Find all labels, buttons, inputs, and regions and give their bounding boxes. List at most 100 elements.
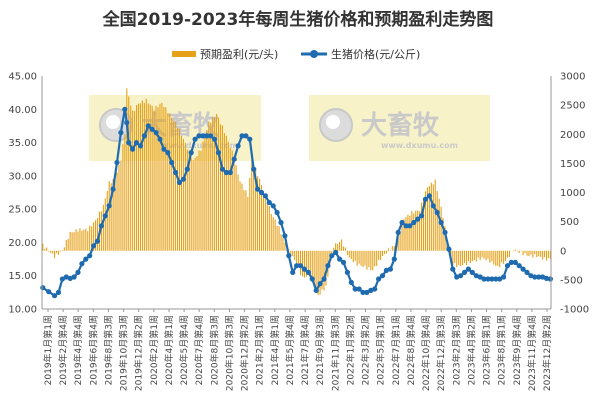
profit-bar [483, 250, 485, 259]
price-point [450, 266, 456, 272]
legend: 预期盈利(元/头) 生猪价格(元/公斤) [172, 47, 420, 61]
profit-bar [282, 237, 284, 251]
profit-bar [77, 231, 79, 251]
price-point [235, 143, 241, 149]
profit-bar [163, 107, 165, 251]
profit-bar [477, 250, 479, 258]
x-tick-label: 2020年5月第4周 [178, 315, 190, 385]
profit-bar [303, 250, 305, 278]
price-point [399, 219, 405, 226]
profit-bar [175, 121, 177, 251]
profit-bar [96, 218, 99, 251]
price-point [91, 243, 97, 249]
price-point [348, 279, 354, 285]
profit-bar [87, 231, 89, 251]
profit-bar [137, 103, 140, 251]
profit-bar [69, 231, 71, 251]
x-tick-label: 2023年4月第2周 [465, 315, 477, 385]
x-tick-label: 2020年7月第4周 [193, 315, 205, 385]
profit-bar [503, 250, 505, 264]
profit-bar [141, 100, 143, 251]
profit-bar [104, 198, 106, 251]
price-point [114, 159, 120, 166]
profit-bar [354, 250, 356, 261]
price-point [290, 269, 296, 275]
price-point [438, 219, 444, 226]
profit-bar [415, 210, 417, 251]
profit-bar [73, 232, 75, 251]
profit-bar [128, 96, 130, 251]
price-point [520, 266, 526, 272]
profit-bar [489, 250, 491, 263]
profit-bar [153, 110, 155, 251]
profit-bar [545, 250, 548, 261]
price-point [133, 140, 140, 146]
price-point [102, 213, 108, 219]
profit-bar [147, 103, 149, 251]
profit-bar [85, 228, 87, 251]
profit-bar [387, 248, 389, 251]
price-point [325, 263, 331, 269]
price-point [458, 273, 464, 279]
price-point [294, 263, 300, 269]
price-point [239, 133, 245, 139]
price-point [270, 203, 276, 209]
profit-bar [542, 250, 544, 260]
price-point [243, 133, 249, 139]
profit-bar [204, 136, 206, 251]
left-tick-label: 30.00 [8, 171, 37, 182]
profit-bar [93, 222, 95, 251]
profit-bar [268, 206, 270, 251]
profit-bar [259, 178, 261, 251]
profit-bar [290, 250, 292, 256]
profit-bar [317, 250, 319, 295]
profit-bar [393, 246, 395, 251]
profit-bar [305, 250, 307, 277]
profit-bar [278, 226, 280, 251]
profit-bar [342, 246, 345, 251]
profit-bar [52, 250, 54, 254]
x-tick-label: 2022年5月第1周 [375, 315, 387, 385]
profit-bar [202, 141, 204, 251]
price-point [130, 146, 136, 152]
profit-bar [214, 117, 216, 251]
profit-bar [321, 250, 323, 290]
profit-bar [182, 139, 184, 251]
profit-bar [518, 250, 520, 253]
profit-bar [200, 150, 202, 251]
profit-bars [42, 88, 551, 295]
price-point [262, 193, 268, 199]
price-point [368, 287, 374, 293]
profit-bar [370, 250, 372, 271]
profit-bar [50, 250, 52, 253]
profit-bar [188, 150, 190, 251]
price-point [454, 274, 460, 280]
profit-bar [411, 211, 413, 251]
price-point [161, 146, 167, 152]
profit-bar [391, 246, 393, 251]
profit-bar [313, 250, 315, 287]
price-point [446, 246, 452, 252]
profit-bar [157, 107, 159, 251]
price-point [106, 203, 112, 209]
x-tick-label: 2022年10月第4周 [420, 315, 432, 391]
left-tick-label: 45.00 [8, 72, 37, 83]
x-tick-label: 2023年2月第3周 [450, 315, 462, 385]
price-point [122, 106, 128, 112]
x-tick-label: 2023年11月第4周 [526, 315, 538, 391]
price-point [188, 150, 194, 156]
profit-bar [149, 104, 151, 251]
price-point [497, 276, 503, 282]
profit-bar [253, 166, 255, 251]
price-point [317, 281, 323, 287]
price-point [411, 219, 417, 226]
chart-title: 全国2019-2023年每周生猪价格和预期盈利走势图 [102, 9, 494, 30]
profit-bar [143, 102, 145, 251]
price-point [55, 289, 62, 295]
price-point [524, 269, 530, 275]
profit-bar [368, 250, 370, 268]
price-point [395, 229, 401, 235]
profit-bar [212, 116, 214, 251]
profit-bar [407, 214, 409, 251]
